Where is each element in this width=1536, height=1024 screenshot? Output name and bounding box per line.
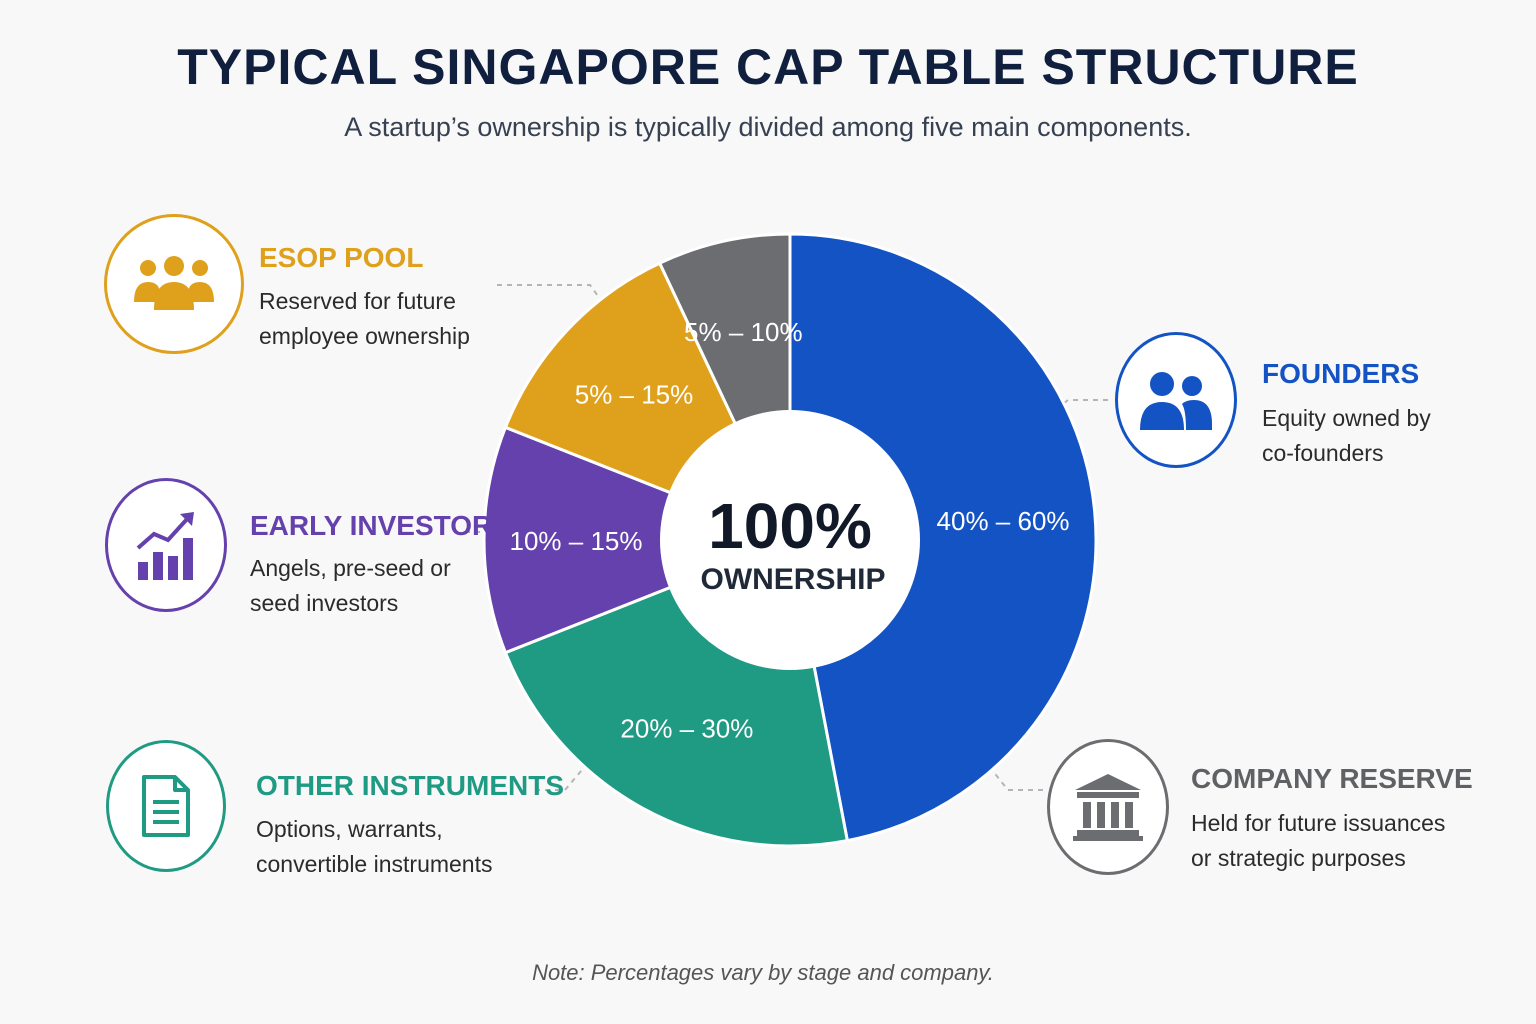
early-investors-desc-line: seed investors (250, 590, 399, 616)
donut-hole (660, 410, 920, 670)
esop-pool-desc-line: Reserved for future (259, 288, 456, 314)
growth-chart-icon (136, 512, 194, 580)
company-reserve-desc-line: Held for future issuances (1191, 810, 1446, 836)
other-instruments-title: OTHER INSTRUMENTS (256, 770, 564, 801)
other-instruments-desc-line: convertible instruments (256, 851, 493, 877)
founders-icon-circle (1115, 332, 1237, 468)
slice-label-company-reserve: 5% – 10% (684, 317, 803, 347)
slice-early-investors (482, 425, 795, 655)
slice-founders (788, 232, 1098, 843)
slice-label-early-investors: 10% – 15% (510, 526, 643, 556)
other-instruments-desc-line: Options, warrants, (256, 816, 443, 842)
other-instruments-description: Options, warrants, convertible instrumen… (256, 812, 493, 882)
center-value: 100% (708, 490, 872, 562)
founders-desc-line: co-founders (1262, 440, 1384, 466)
slice-label-founders: 40% – 60% (937, 506, 1070, 536)
founders-desc-line: Equity owned by (1262, 405, 1431, 431)
page-title: TYPICAL SINGAPORE CAP TABLE STRUCTURE (177, 39, 1359, 95)
leader-line-founders (1049, 399, 1108, 415)
page-subtitle: A startup’s ownership is typically divid… (344, 112, 1192, 142)
slice-label-esop-pool: 5% – 15% (575, 380, 694, 410)
company-reserve-description: Held for future issuances or strategic p… (1191, 806, 1445, 876)
two-people-icon (1140, 372, 1212, 430)
footnote: Note: Percentages vary by stage and comp… (532, 960, 994, 985)
bank-building-icon (1073, 774, 1143, 841)
esop-pool-description: Reserved for future employee ownership (259, 284, 470, 354)
early-investors-title: EARLY INVESTORS (250, 510, 511, 541)
center-label: OWNERSHIP (700, 563, 885, 596)
leader-line-company-reserve (987, 764, 1043, 791)
early-investors-icon-circle (105, 478, 227, 612)
founders-title: FOUNDERS (1262, 358, 1420, 389)
founders-description: Equity owned by co-founders (1262, 401, 1431, 471)
early-investors-desc-line: Angels, pre-seed or (250, 555, 451, 581)
company-reserve-icon-circle (1047, 739, 1169, 875)
leader-line-other-instruments (535, 757, 593, 791)
people-group-icon (134, 256, 214, 310)
other-instruments-icon-circle (106, 740, 226, 872)
esop-pool-icon-circle (104, 214, 244, 354)
document-icon (142, 775, 190, 837)
company-reserve-desc-line: or strategic purposes (1191, 845, 1406, 871)
chart-slice-labels: 40% – 60% 20% – 30% 10% – 15% 5% – 15% 5% – … (510, 317, 1070, 743)
early-investors-description: Angels, pre-seed or seed investors (250, 551, 451, 621)
esop-pool-title: ESOP POOL (259, 242, 424, 273)
slice-label-other-instruments: 20% – 30% (620, 714, 753, 744)
leader-line-esop-pool (497, 284, 604, 304)
company-reserve-title: COMPANY RESERVE (1191, 763, 1473, 794)
esop-pool-desc-line: employee ownership (259, 323, 470, 349)
